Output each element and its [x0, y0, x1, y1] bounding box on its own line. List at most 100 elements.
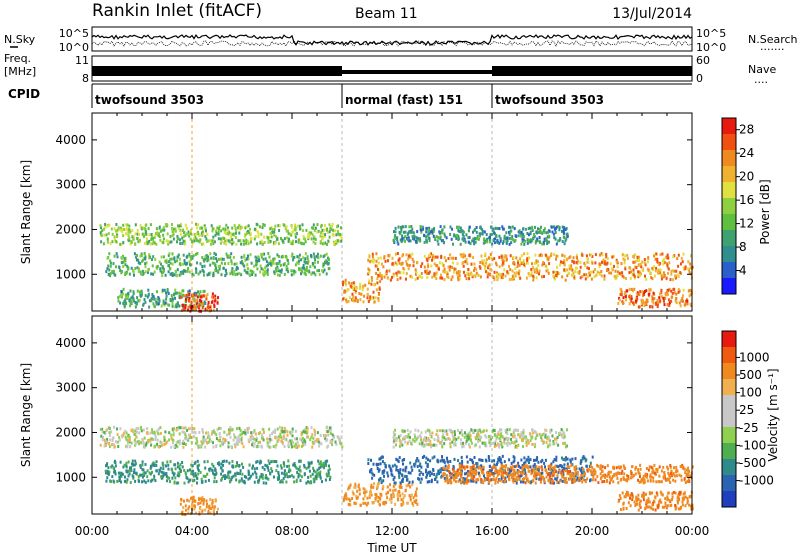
velocity-echo-cell — [464, 472, 466, 475]
velocity-echo-cell — [499, 479, 501, 482]
velocity-echo-cell — [412, 481, 414, 484]
velocity-echo-cell — [428, 480, 430, 483]
velocity-echo-cell — [416, 457, 418, 460]
velocity-echo-cell — [168, 468, 170, 471]
velocity-echo-cell — [304, 431, 306, 434]
power-echo-cell — [139, 299, 141, 302]
power-echo-cell — [378, 299, 380, 302]
velocity-echo-cell — [630, 476, 632, 479]
velocity-echo-cell — [283, 462, 285, 465]
power-echo-cell — [653, 297, 655, 300]
power-echo-cell — [501, 225, 503, 228]
power-echo-cell — [526, 277, 528, 280]
velocity-echo-cell — [483, 466, 485, 469]
power-echo-cell — [689, 271, 691, 274]
velocity-echo-cell — [295, 430, 297, 433]
power-echo-cell — [134, 243, 136, 246]
velocity-echo-cell — [603, 480, 605, 483]
power-echo-cell — [537, 260, 539, 263]
power-echo-cell — [244, 226, 246, 229]
power-echo-cell — [577, 271, 579, 274]
power-echo-cell — [686, 300, 688, 303]
velocity-echo-cell — [472, 466, 474, 469]
power-echo-cell — [320, 255, 322, 258]
velocity-echo-cell — [179, 463, 181, 466]
power-echo-cell — [395, 272, 397, 275]
power-echo-cell — [172, 305, 174, 308]
power-echo-cell — [624, 292, 626, 295]
power-echo-cell — [587, 261, 589, 264]
velocity-echo-cell — [135, 472, 137, 475]
power-echo-cell — [641, 261, 643, 264]
velocity-echo-cell — [153, 446, 155, 449]
power-echo-cell — [499, 265, 501, 268]
velocity-echo-cell — [365, 502, 367, 505]
velocity-echo-cell — [160, 426, 162, 429]
power-echo-cell — [406, 253, 408, 256]
power-echo-cell — [548, 241, 550, 244]
power-echo-cell — [134, 267, 136, 270]
power-echo-cell — [549, 230, 551, 233]
velocity-echo-cell — [514, 478, 516, 481]
power-echo-cell — [210, 239, 212, 242]
velocity-echo-cell — [499, 459, 501, 462]
power-echo-cell — [502, 242, 504, 245]
power-echo-cell — [632, 301, 634, 304]
velocity-echo-cell — [457, 469, 459, 472]
velocity-echo-cell — [590, 462, 592, 465]
power-echo-cell — [278, 262, 280, 265]
velocity-echo-cell — [332, 433, 334, 436]
power-echo-cell — [595, 274, 597, 277]
power-echo-cell — [363, 295, 365, 298]
power-echo-cell — [487, 275, 489, 278]
velocity-echo-cell — [257, 480, 259, 483]
power-echo-cell — [471, 263, 473, 266]
power-echo-cell — [321, 237, 323, 240]
velocity-echo-cell — [210, 440, 212, 443]
power-echo-cell — [148, 227, 150, 230]
power-echo-cell — [167, 288, 169, 291]
velocity-echo-cell — [254, 467, 256, 470]
velocity-echo-cell — [243, 445, 245, 448]
power-echo-cell — [489, 240, 491, 243]
power-echo-cell — [437, 243, 439, 246]
velocity-echo-cell — [273, 476, 275, 479]
velocity-echo-cell — [370, 459, 372, 462]
power-echo-cell — [364, 284, 366, 287]
power-echo-cell — [556, 266, 558, 269]
power-echo-cell — [133, 274, 135, 277]
power-echo-cell — [665, 293, 667, 296]
velocity-echo-cell — [215, 472, 217, 475]
power-echo-cell — [298, 268, 300, 271]
power-echo-cell — [678, 254, 680, 257]
power-echo-cell — [167, 304, 169, 307]
velocity-echo-cell — [183, 469, 185, 472]
power-echo-cell — [306, 266, 308, 269]
power-echo-cell — [126, 265, 128, 268]
power-echo-cell — [284, 237, 286, 240]
velocity-echo-cell — [215, 499, 217, 502]
velocity-echo-cell — [302, 430, 304, 433]
velocity-echo-cell — [343, 499, 345, 502]
velocity-echo-cell — [153, 475, 155, 478]
power-echo-cell — [535, 240, 537, 243]
power-echo-cell — [413, 264, 415, 267]
power-echo-cell — [512, 275, 514, 278]
power-echo-cell — [226, 239, 228, 242]
velocity-echo-cell — [337, 435, 339, 438]
power-echo-cell — [641, 302, 643, 305]
velocity-echo-cell — [109, 438, 111, 441]
velocity-echo-cell — [268, 469, 270, 472]
power-echo-cell — [433, 272, 435, 275]
velocity-echo-cell — [173, 427, 175, 430]
velocity-echo-cell — [307, 436, 309, 439]
power-echo-cell — [687, 302, 689, 305]
power-echo-cell — [551, 226, 553, 229]
velocity-echo-cell — [107, 470, 109, 473]
velocity-echo-cell — [304, 473, 306, 476]
power-echo-cell — [623, 296, 625, 299]
power-echo-cell — [453, 234, 455, 237]
power-echo-cell — [474, 228, 476, 231]
velocity-echo-cell — [633, 474, 635, 477]
power-echo-cell — [326, 229, 328, 232]
